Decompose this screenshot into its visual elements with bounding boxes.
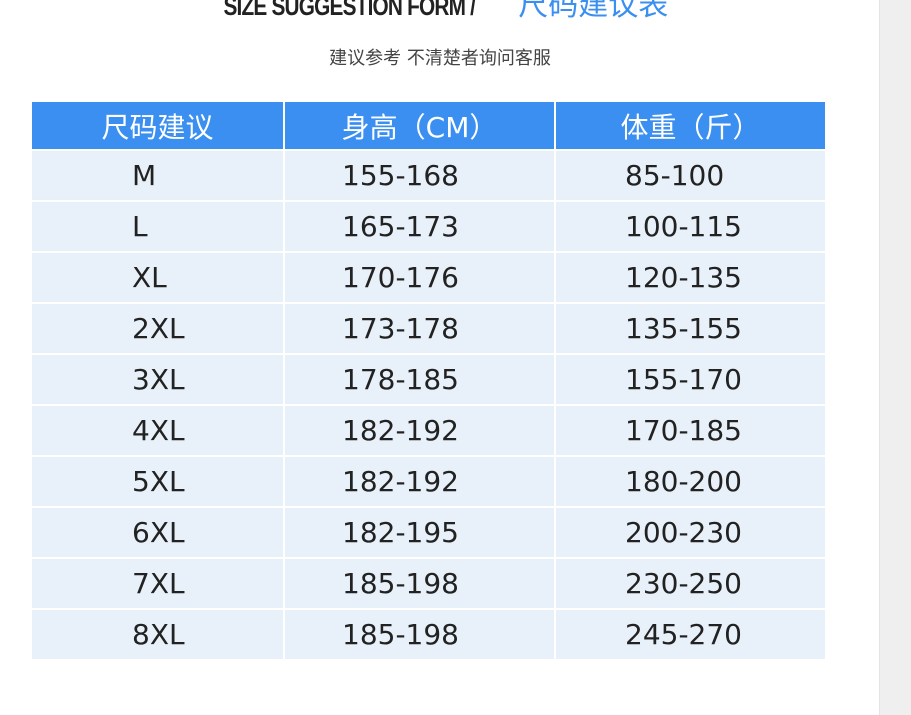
title-english: SIZE SUGGESTION FORM / (223, 0, 475, 21)
size-cell: 5XL (32, 457, 283, 506)
table-row: XL 170-176 120-135 (32, 253, 825, 302)
table-row: 5XL 182-192 180-200 (32, 457, 825, 506)
weight-cell: 230-250 (556, 559, 825, 608)
column-header-weight: 体重（斤） (556, 102, 825, 149)
size-cell: 3XL (32, 355, 283, 404)
scrollbar-track[interactable] (879, 0, 911, 715)
weight-cell: 155-170 (556, 355, 825, 404)
weight-cell: 135-155 (556, 304, 825, 353)
height-cell: 185-198 (285, 559, 554, 608)
table-row: L 165-173 100-115 (32, 202, 825, 251)
height-cell: 173-178 (285, 304, 554, 353)
title-chinese: 尺码建议表 (518, 0, 669, 23)
size-cell: L (32, 202, 283, 251)
weight-cell: 180-200 (556, 457, 825, 506)
size-cell: 6XL (32, 508, 283, 557)
size-cell: XL (32, 253, 283, 302)
height-cell: 170-176 (285, 253, 554, 302)
size-cell: 8XL (32, 610, 283, 659)
size-cell: 2XL (32, 304, 283, 353)
size-cell: 7XL (32, 559, 283, 608)
size-cell: 4XL (32, 406, 283, 455)
weight-cell: 200-230 (556, 508, 825, 557)
column-header-size: 尺码建议 (32, 102, 283, 149)
table-row: 4XL 182-192 170-185 (32, 406, 825, 455)
weight-cell: 170-185 (556, 406, 825, 455)
subtitle: 建议参考 不清楚者询问客服 (329, 48, 551, 69)
height-cell: 182-192 (285, 406, 554, 455)
height-cell: 185-198 (285, 610, 554, 659)
weight-cell: 85-100 (556, 151, 825, 200)
column-header-height: 身高（CM） (285, 102, 554, 149)
table-row: 6XL 182-195 200-230 (32, 508, 825, 557)
size-chart-page: SIZE SUGGESTION FORM / 尺码建议表 建议参考 不清楚者询问客… (0, 0, 860, 661)
weight-cell: 100-115 (556, 202, 825, 251)
height-cell: 165-173 (285, 202, 554, 251)
table-row: 7XL 185-198 230-250 (32, 559, 825, 608)
weight-cell: 120-135 (556, 253, 825, 302)
height-cell: 182-192 (285, 457, 554, 506)
table-row: 3XL 178-185 155-170 (32, 355, 825, 404)
page-title: SIZE SUGGESTION FORM / 尺码建议表 (0, 0, 860, 24)
size-table: 尺码建议 身高（CM） 体重（斤） M 155-168 85-100 L 165-173… (30, 100, 827, 661)
height-cell: 182-195 (285, 508, 554, 557)
weight-cell: 245-270 (556, 610, 825, 659)
table-row: 8XL 185-198 245-270 (32, 610, 825, 659)
table-row: M 155-168 85-100 (32, 151, 825, 200)
table-header-row: 尺码建议 身高（CM） 体重（斤） (32, 102, 825, 149)
height-cell: 155-168 (285, 151, 554, 200)
height-cell: 178-185 (285, 355, 554, 404)
size-cell: M (32, 151, 283, 200)
table-row: 2XL 173-178 135-155 (32, 304, 825, 353)
